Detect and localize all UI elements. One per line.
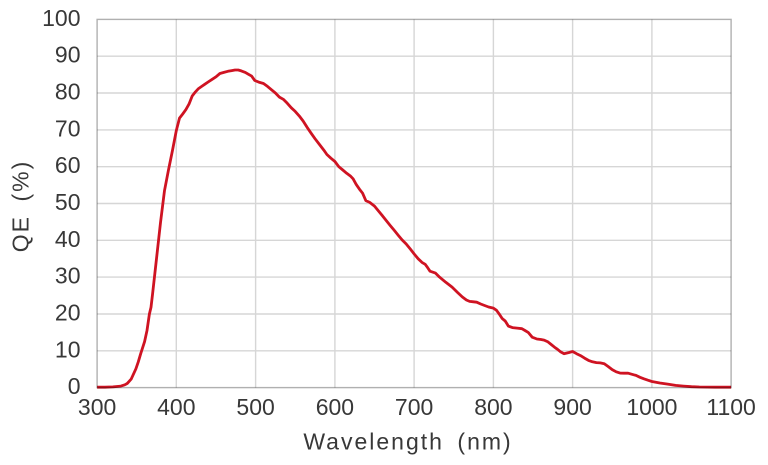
svg-text:70: 70 bbox=[55, 115, 81, 141]
svg-text:30: 30 bbox=[55, 263, 81, 289]
svg-text:40: 40 bbox=[55, 226, 81, 252]
svg-text:90: 90 bbox=[55, 42, 81, 68]
svg-text:900: 900 bbox=[553, 394, 591, 420]
svg-text:QE (%): QE (%) bbox=[8, 160, 34, 253]
svg-text:600: 600 bbox=[316, 394, 354, 420]
svg-text:80: 80 bbox=[55, 79, 81, 105]
svg-text:Wavelength (nm): Wavelength (nm) bbox=[303, 429, 512, 455]
svg-text:500: 500 bbox=[236, 394, 274, 420]
svg-text:10: 10 bbox=[55, 336, 81, 362]
svg-text:100: 100 bbox=[42, 5, 80, 31]
svg-text:400: 400 bbox=[157, 394, 195, 420]
svg-text:0: 0 bbox=[68, 373, 81, 399]
svg-text:800: 800 bbox=[474, 394, 512, 420]
svg-text:1000: 1000 bbox=[626, 394, 677, 420]
svg-text:700: 700 bbox=[395, 394, 433, 420]
svg-text:50: 50 bbox=[55, 189, 81, 215]
svg-text:1100: 1100 bbox=[706, 394, 755, 420]
svg-text:20: 20 bbox=[55, 300, 81, 326]
svg-text:300: 300 bbox=[78, 394, 116, 420]
svg-text:60: 60 bbox=[55, 152, 81, 178]
